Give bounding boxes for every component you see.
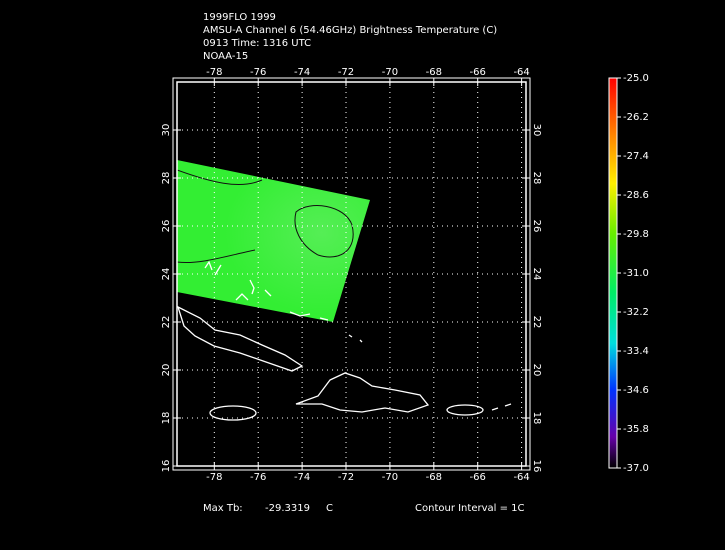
x-tick-label: -74 <box>294 472 310 483</box>
y-tick-label: 18 <box>531 412 542 425</box>
x-tick-label: -76 <box>250 472 266 483</box>
title-line: NOAA-15 <box>203 51 248 62</box>
y-tick-label: 28 <box>531 172 542 185</box>
x-tick-label: -72 <box>338 472 354 483</box>
contour <box>177 169 263 186</box>
colorbar-label: -31.0 <box>623 268 649 279</box>
colorbar-label: -26.2 <box>623 112 649 123</box>
y-tick-label: 18 <box>161 412 172 425</box>
y-tick-label: 16 <box>531 460 542 473</box>
y-tick-label: 26 <box>531 220 542 233</box>
title-line: AMSU-A Channel 6 (54.46GHz) Brightness T… <box>203 25 497 36</box>
colorbar <box>608 77 618 469</box>
coastline <box>204 260 329 321</box>
colorbar-label: -29.8 <box>623 229 649 240</box>
title-line: 1999FLO 1999 <box>203 12 276 23</box>
coastline <box>295 372 430 413</box>
x-tick-label: -66 <box>470 472 486 483</box>
y-tick-label: 22 <box>161 316 172 329</box>
coastline <box>209 405 257 421</box>
colorbar-label: -32.2 <box>623 307 649 318</box>
coastline <box>348 334 512 411</box>
footer-contour: Contour Interval = 1C <box>415 503 525 514</box>
y-tick-label: 30 <box>161 124 172 137</box>
y-tick-label: 22 <box>531 316 542 329</box>
colorbar-label: -25.0 <box>623 73 649 84</box>
x-tick-label: -66 <box>470 67 486 78</box>
contour <box>294 205 354 258</box>
y-tick-label: 30 <box>531 124 542 137</box>
y-tick-label: 16 <box>161 460 172 473</box>
x-tick-label: -68 <box>426 67 442 78</box>
colorbar-label: -34.6 <box>623 385 649 396</box>
x-tick-label: -64 <box>513 472 529 483</box>
x-tick-label: -78 <box>206 472 222 483</box>
colorbar-label: -28.6 <box>623 190 649 201</box>
swath <box>177 160 370 322</box>
colorbar-label: -27.4 <box>623 151 649 162</box>
colorbar-label: -37.0 <box>623 463 649 474</box>
y-tick-label: 26 <box>161 220 172 233</box>
x-tick-label: -70 <box>382 67 398 78</box>
footer-label: Max Tb: <box>203 503 243 514</box>
colorbar-label: -33.4 <box>623 346 649 357</box>
x-tick-label: -76 <box>250 67 266 78</box>
x-tick-label: -74 <box>294 67 310 78</box>
y-tick-label: 20 <box>161 364 172 377</box>
colorbar-label: -35.8 <box>623 424 649 435</box>
footer-unit: C <box>326 503 333 514</box>
contour <box>177 249 256 264</box>
y-tick-label: 24 <box>531 268 542 281</box>
coastline <box>446 404 484 416</box>
y-tick-label: 20 <box>531 364 542 377</box>
x-tick-label: -68 <box>426 472 442 483</box>
x-tick-label: -64 <box>513 67 529 78</box>
y-tick-label: 28 <box>161 172 172 185</box>
x-tick-label: -78 <box>206 67 222 78</box>
footer-value: -29.3319 <box>265 503 310 514</box>
coastline <box>177 305 304 372</box>
y-tick-label: 24 <box>161 268 172 281</box>
x-tick-label: -72 <box>338 67 354 78</box>
map <box>172 77 531 471</box>
title-line: 0913 Time: 1316 UTC <box>203 38 311 49</box>
x-tick-label: -70 <box>382 472 398 483</box>
